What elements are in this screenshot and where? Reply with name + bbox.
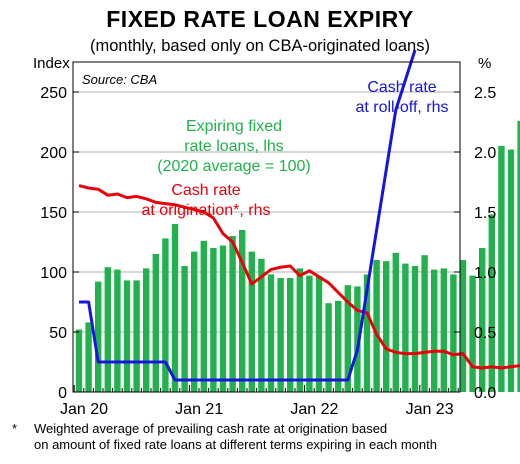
x-tick-label: Jan 21 [175,401,223,418]
bar-series-label: (2020 average = 100) [157,158,310,175]
axes: 0 50 100 150 200 250 0.0 0.5 1.0 1.5 2.0 2.5 Index % J… [33,55,496,418]
left-axis-label: Index [33,55,70,72]
right-tick-label: 2.0 [474,145,496,162]
origination-line [78,184,520,370]
line-series [78,49,520,382]
bar [123,280,131,392]
annotations: Source: CBA Expiring fixed rate loans, lhs… [82,72,449,219]
bar [517,120,520,393]
bar [133,280,140,392]
bar [306,275,313,392]
bar [267,274,275,392]
right-tick-label: 0.0 [474,385,496,402]
bar [440,268,447,392]
bar [373,260,380,392]
bar-series-label: Expiring fixed [186,118,282,135]
bar [402,263,409,392]
bar [421,255,428,392]
bar [191,251,198,392]
bar [248,251,255,392]
bar [277,278,284,392]
bar [114,269,121,392]
bar [104,267,111,392]
left-tick-label: 100 [40,265,67,282]
left-tick-label: 0 [58,385,67,402]
bar [344,285,351,392]
bar [152,254,159,392]
footnote-line-1: Weighted average of prevailing cash rate… [34,421,388,436]
left-tick-label: 200 [40,145,67,162]
bar [325,303,332,392]
bar [287,278,294,392]
bar [507,149,515,392]
right-tick-label: 1.5 [474,205,496,222]
right-axis-label: % [478,55,491,72]
origination-label: Cash rate [171,182,240,199]
bar [210,248,217,392]
bar [488,214,495,392]
bar [258,258,265,392]
rolloff-line [79,49,417,382]
origination-label: at origination*, rhs [142,202,271,219]
bar [459,260,467,392]
bar [450,274,457,392]
bar [229,236,236,392]
bar [469,275,476,392]
footnote-line-2: on amount of fixed rate loans at differe… [34,437,437,452]
footnote: * Weighted average of prevailing cash ra… [12,421,437,453]
bar [219,245,227,392]
bar [85,322,92,392]
x-tick-label: Jan 23 [406,401,454,418]
bar [498,146,505,392]
x-tick-label: Jan 20 [60,401,108,418]
bar [315,276,323,392]
bar [479,248,486,392]
right-tick-label: 2.5 [474,85,496,102]
chart-subtitle: (monthly, based only on CBA-originated l… [90,37,430,55]
bar-series-label: rate loans, lhs [184,138,284,155]
bar [296,268,303,392]
chart: 0 50 100 150 200 250 0.0 0.5 1.0 1.5 2.0 2.5 Index % J… [33,49,520,418]
bar [200,240,207,392]
bar [75,329,83,392]
bar [392,252,399,392]
bar [335,300,342,392]
left-tick-label: 50 [49,325,67,342]
right-tick-label: 1.0 [474,265,496,282]
x-tick-label: Jan 22 [290,401,338,418]
bar [354,286,361,392]
bar [411,266,419,392]
chart-title: FIXED RATE LOAN EXPIRY [106,6,414,32]
left-tick-label: 250 [40,85,67,102]
source-label: Source: CBA [82,72,157,87]
rolloff-label: at roll-off, rhs [355,99,448,116]
bar [239,230,246,392]
bar [162,238,169,392]
right-tick-label: 0.5 [474,325,496,342]
bar [143,268,150,392]
bar [181,266,188,392]
left-tick-label: 150 [40,205,67,222]
rolloff-label: Cash rate [367,79,436,96]
bar [363,274,371,392]
bar-series [75,120,520,393]
bar [431,269,438,392]
footnote-marker: * [12,421,18,436]
bar [171,224,179,392]
bar [95,281,102,392]
bar [383,261,390,392]
